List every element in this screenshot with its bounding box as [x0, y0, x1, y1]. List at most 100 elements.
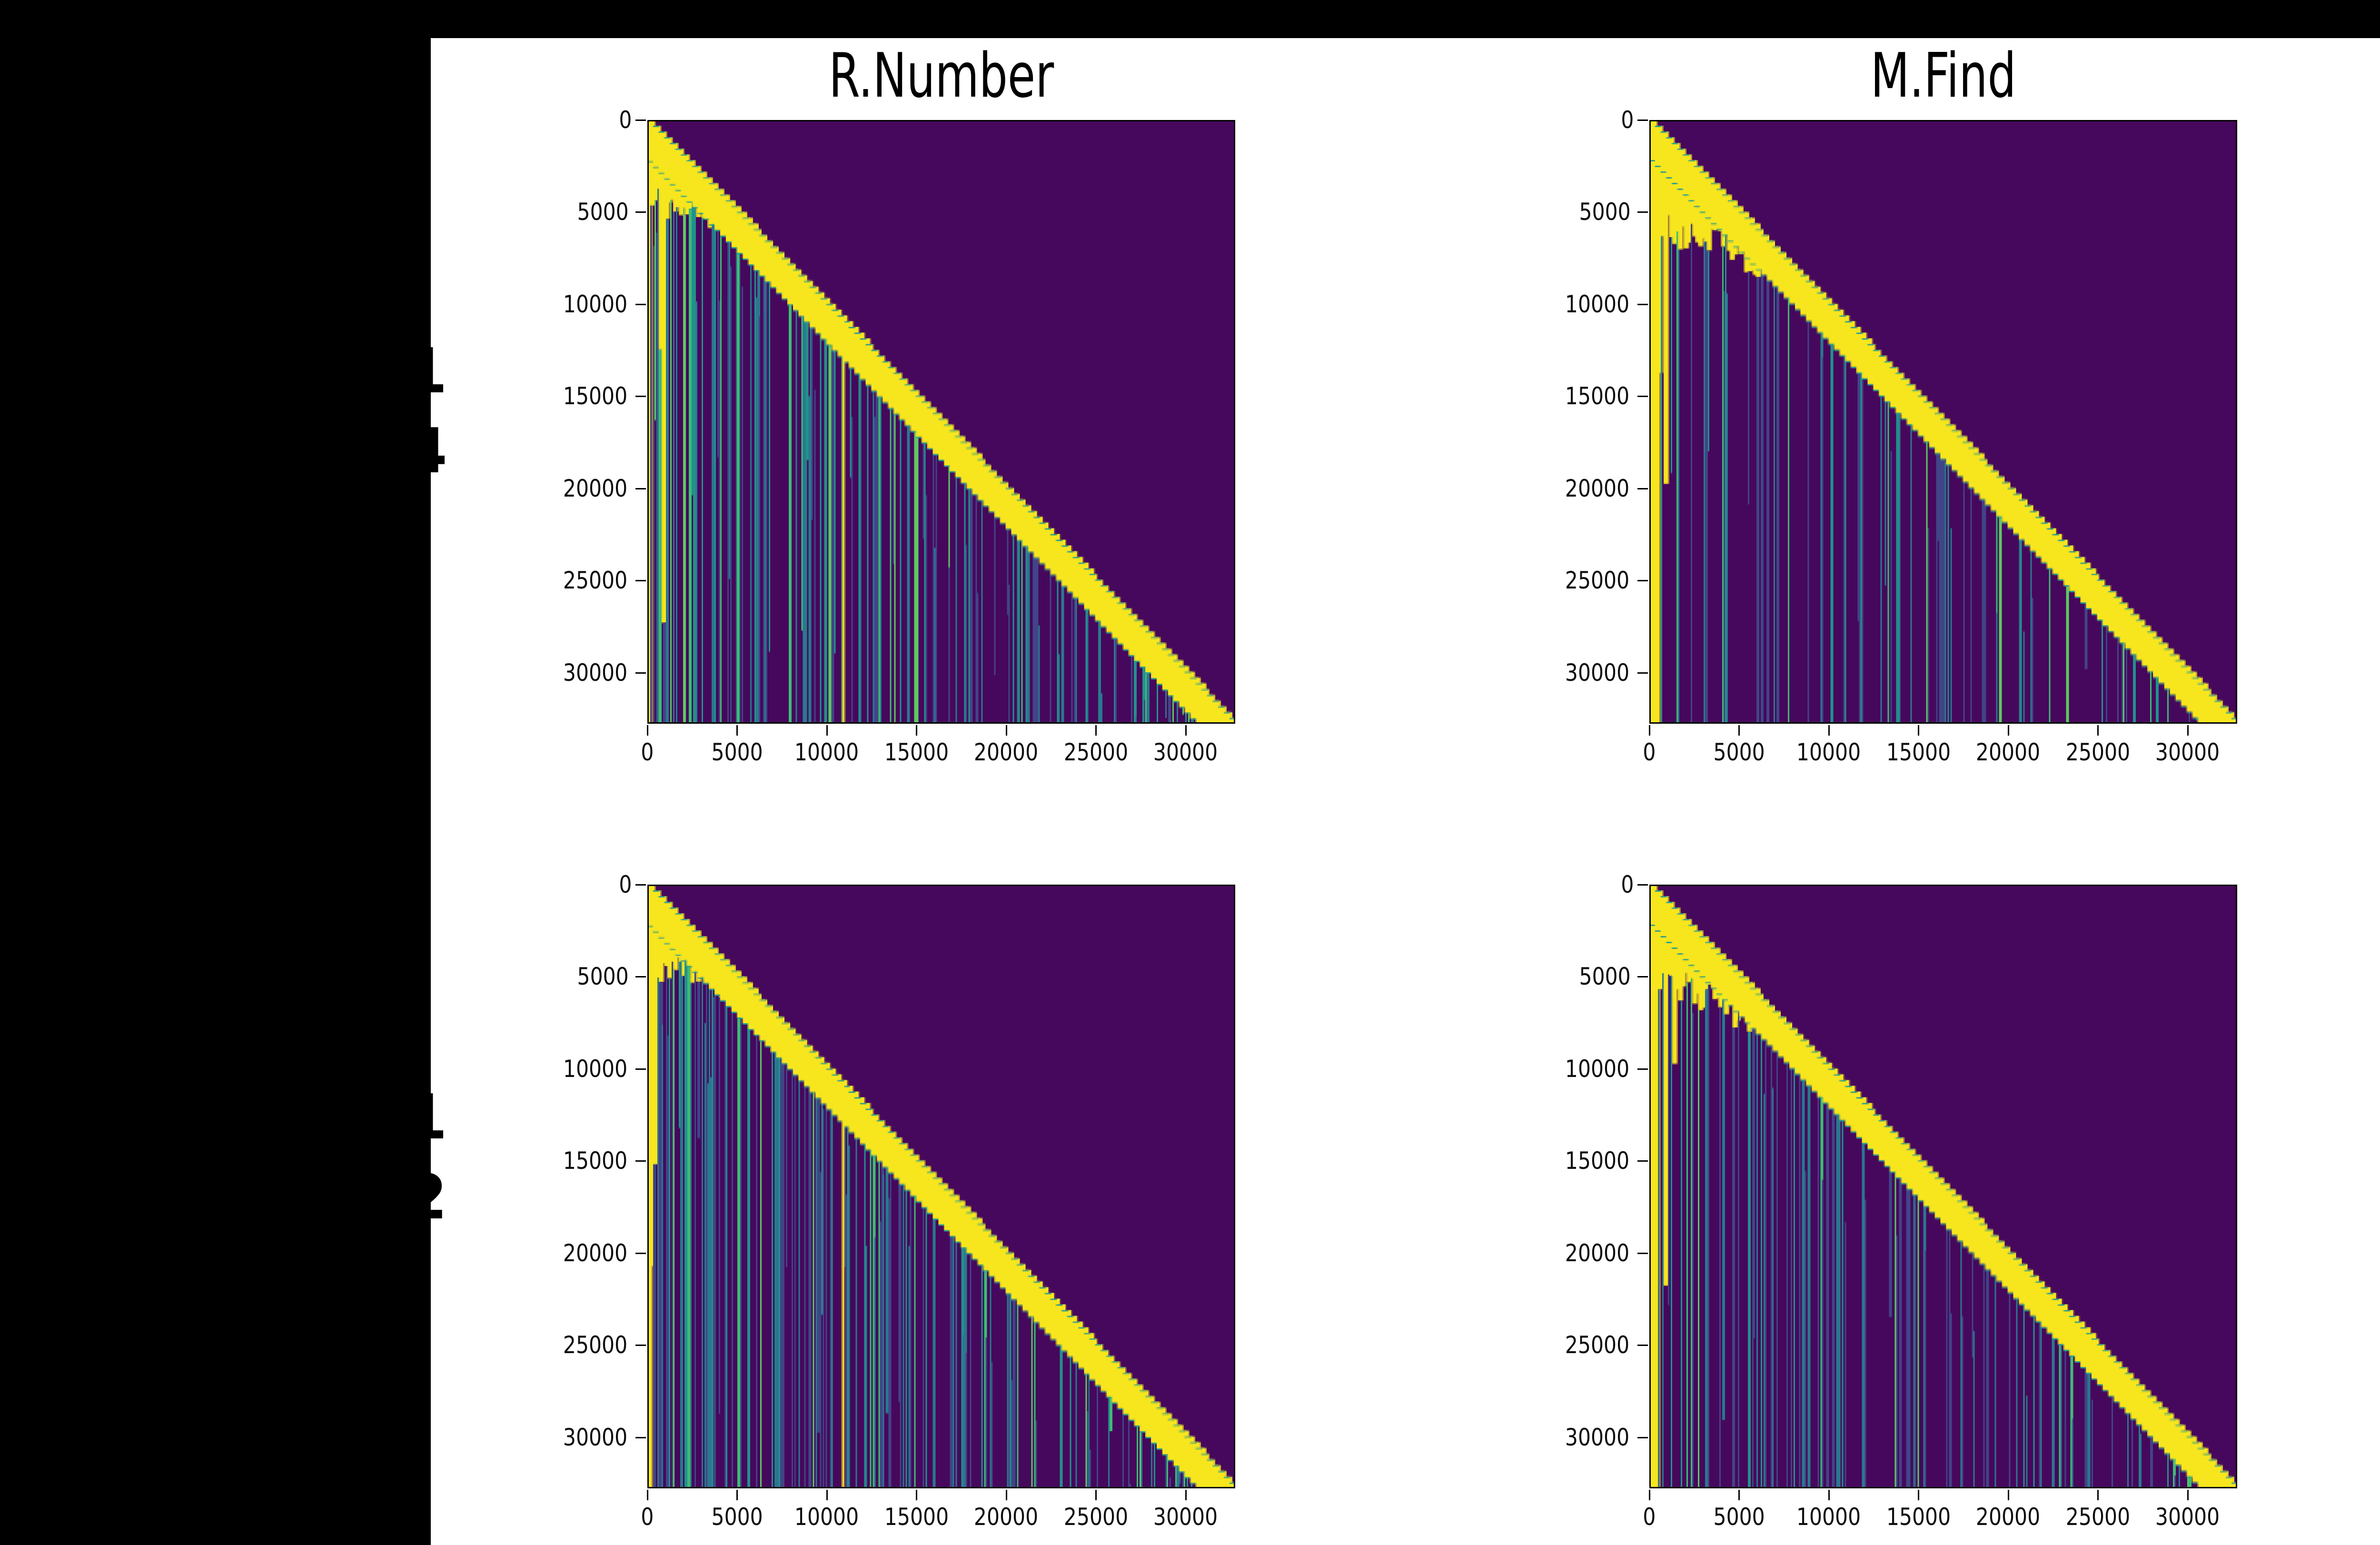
x-tick-mark — [736, 1490, 738, 1500]
x-tick-label: 10000 — [755, 1504, 898, 1530]
y-tick-label: 5000 — [509, 963, 633, 990]
y-tick-label: 20000 — [509, 475, 633, 502]
axes-spine — [1649, 885, 2237, 1488]
x-tick-label-text: 5000 — [711, 1503, 763, 1531]
x-tick-label: 30000 — [1114, 739, 1257, 766]
y-tick-mark — [1637, 1436, 1648, 1438]
y-tick-label-text: 10000 — [563, 290, 628, 318]
y-tick-mark — [1637, 488, 1648, 489]
x-tick-mark — [916, 1490, 918, 1500]
x-tick-mark — [1185, 725, 1187, 736]
y-tick-label-text: 15000 — [563, 1147, 628, 1175]
y-tick-label: 15000 — [1511, 1147, 1635, 1174]
x-tick-label-text: 20000 — [1976, 1503, 2041, 1531]
y-tick-label: 20000 — [509, 1240, 633, 1266]
y-tick-label-text: 20000 — [563, 474, 628, 502]
x-tick-mark — [2187, 725, 2189, 736]
x-tick-mark — [1828, 725, 1830, 736]
x-tick-label-text: 5000 — [711, 738, 763, 766]
x-tick-label-text: 0 — [641, 738, 654, 766]
y-tick-label: 30000 — [1511, 1424, 1635, 1451]
x-tick-label-text: 15000 — [1886, 1503, 1951, 1531]
axes-spine — [647, 120, 1235, 724]
x-tick-mark — [736, 725, 738, 736]
x-tick-label-text: 25000 — [2065, 1503, 2130, 1531]
y-tick-label: 20000 — [1511, 1240, 1635, 1266]
axes-spine — [647, 885, 1235, 1488]
y-tick-label: 15000 — [509, 383, 633, 409]
y-tick-label: 10000 — [509, 1056, 633, 1082]
x-tick-label: 5000 — [1667, 739, 1810, 766]
x-tick-label: 5000 — [665, 1504, 808, 1530]
y-tick-label-text: 5000 — [1579, 198, 1631, 226]
x-tick-mark — [1918, 1490, 1920, 1500]
y-tick-mark — [1637, 580, 1648, 582]
y-tick-label: 25000 — [1511, 567, 1635, 594]
x-tick-mark — [1005, 1490, 1007, 1500]
y-tick-label-text: 20000 — [563, 1239, 628, 1267]
y-tick-label: 10000 — [1511, 291, 1635, 318]
x-tick-label: 5000 — [1667, 1504, 1810, 1530]
heatmap-image — [647, 885, 1235, 1488]
x-tick-label: 15000 — [845, 1504, 988, 1530]
y-tick-mark — [635, 976, 646, 978]
x-tick-mark — [1005, 725, 1007, 736]
heatmap-image — [1649, 120, 2237, 724]
x-tick-label-text: 20000 — [974, 738, 1039, 766]
y-tick-label-text: 5000 — [1579, 963, 1631, 991]
x-tick-mark — [1649, 725, 1650, 736]
y-tick-mark — [1637, 211, 1648, 213]
y-tick-mark — [1637, 1345, 1648, 1346]
y-tick-label-text: 20000 — [1565, 474, 1630, 502]
y-tick-mark — [635, 672, 646, 674]
heatmap-panel-rnumber-row1: 0 5000 10000 15000 20000 25000 30000 0 5000 10000… — [563, 107, 1235, 766]
y-tick-label: 30000 — [509, 659, 633, 686]
x-tick-label: 20000 — [1937, 1504, 2080, 1530]
x-tick-label: 0 — [1578, 1504, 1721, 1530]
x-tick-label: 15000 — [845, 739, 988, 766]
x-tick-label: 0 — [576, 739, 719, 766]
x-tick-mark — [1649, 1490, 1650, 1500]
x-tick-label: 0 — [1578, 739, 1721, 766]
y-tick-mark — [1637, 884, 1648, 886]
y-tick-label: 25000 — [509, 1332, 633, 1358]
heatmap-panel-mfind-row2: 0 5000 10000 15000 20000 25000 30000 0 5000 10000… — [1565, 871, 2237, 1530]
y-tick-label: 20000 — [1511, 475, 1635, 502]
x-tick-mark — [1828, 1490, 1830, 1500]
y-tick-label-text: 25000 — [1565, 1331, 1630, 1359]
x-tick-label-text: 15000 — [884, 738, 949, 766]
heatmap-panel-mfind-row1: 0 5000 10000 15000 20000 25000 30000 0 5000 10000… — [1565, 107, 2237, 766]
y-tick-label-text: 30000 — [1565, 1423, 1630, 1451]
x-tick-label: 30000 — [2116, 739, 2259, 766]
y-tick-label: 25000 — [1511, 1332, 1635, 1358]
y-tick-label-text: 5000 — [577, 963, 629, 991]
y-tick-label: 0 — [509, 871, 633, 898]
x-tick-label: 15000 — [1847, 1504, 1990, 1530]
y-tick-mark — [1637, 672, 1648, 674]
y-tick-label: 10000 — [509, 291, 633, 318]
x-tick-mark — [1185, 1490, 1187, 1500]
y-tick-mark — [635, 396, 646, 398]
subplot-title-text: R.Number — [828, 40, 1054, 111]
x-tick-label-text: 10000 — [794, 1503, 859, 1531]
axes-spine — [1649, 120, 2237, 724]
y-tick-mark — [635, 1436, 646, 1438]
y-tick-mark — [1637, 303, 1648, 305]
y-tick-label-text: 0 — [1621, 871, 1634, 898]
y-tick-mark — [635, 580, 646, 582]
x-tick-mark — [826, 1490, 828, 1500]
y-tick-mark — [1637, 120, 1648, 121]
x-tick-label-text: 30000 — [1153, 1503, 1218, 1531]
x-tick-mark — [647, 725, 648, 736]
black-sidebar-overlay — [0, 0, 431, 1545]
x-tick-label-text: 25000 — [1063, 738, 1128, 766]
y-tick-label-text: 20000 — [1565, 1239, 1630, 1267]
x-tick-label-text: 10000 — [794, 738, 859, 766]
x-tick-label-text: 15000 — [1886, 738, 1951, 766]
y-tick-label-text: 15000 — [1565, 1147, 1630, 1175]
y-tick-label: 5000 — [1511, 963, 1635, 990]
y-tick-label-text: 25000 — [563, 1331, 628, 1359]
y-tick-label-text: 30000 — [563, 1423, 628, 1451]
x-tick-label: 10000 — [1757, 739, 1900, 766]
